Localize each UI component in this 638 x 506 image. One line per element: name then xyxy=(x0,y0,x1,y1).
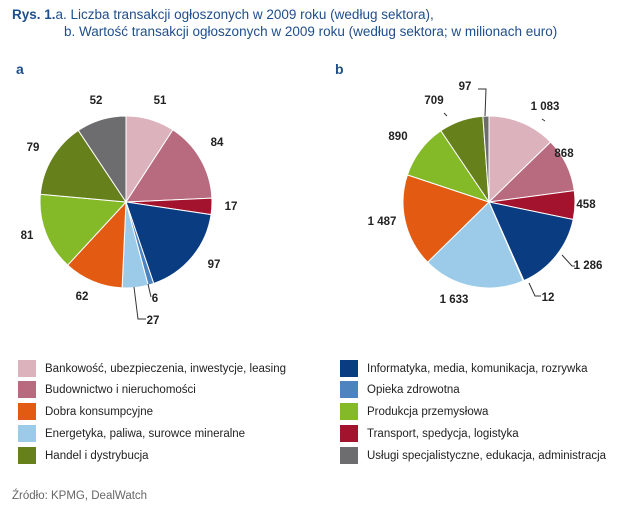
slice-value-label: 1 633 xyxy=(440,294,469,306)
figure-title: Rys. 1.a. Liczba transakcji ogłoszonych … xyxy=(12,6,557,40)
panel-label-a: a xyxy=(16,61,24,77)
legend-swatch xyxy=(340,381,358,398)
slice-value-label: 868 xyxy=(554,148,574,160)
legend-swatch xyxy=(340,403,358,420)
pie-slice xyxy=(39,193,128,266)
slice-value-label: 51 xyxy=(154,95,167,107)
leader-line xyxy=(528,282,541,297)
pie-slice xyxy=(426,201,524,289)
slice-value-label: 84 xyxy=(211,137,224,149)
legend-swatch xyxy=(340,447,358,464)
pie-slice xyxy=(39,129,127,203)
legend-label: Handel i dystrybucja xyxy=(45,449,149,462)
leader-line xyxy=(541,118,546,122)
legend-item: Produkcja przemysłowa xyxy=(340,403,488,420)
legend-swatch xyxy=(340,360,358,377)
slice-value-label: 1 487 xyxy=(368,216,397,228)
slice-value-label: 6 xyxy=(152,293,158,305)
pie-chart-b: 1 083 868 458 1 286 12 1 633 1 487 890 709 97 xyxy=(368,81,603,306)
slice-value-label: 97 xyxy=(208,259,221,271)
legend-item: Bankowość, ubezpieczenia, inwestycje, le… xyxy=(18,360,286,377)
legend-label: Usługi specjalistyczne, edukacja, admini… xyxy=(367,449,607,462)
slice-value-label: 81 xyxy=(21,230,34,242)
title-prefix: Rys. 1. xyxy=(12,7,56,22)
legend-swatch xyxy=(18,360,36,377)
legend-item: Handel i dystrybucja xyxy=(18,447,149,464)
pie-chart-a: 51 84 17 97 6 27 62 81 79 52 xyxy=(21,95,238,327)
pie-slice xyxy=(482,115,490,203)
slice-value-label: 458 xyxy=(576,199,596,211)
legend-swatch xyxy=(18,425,36,442)
leader-line xyxy=(147,283,152,298)
legend-item: Energetyka, paliwa, surowce mineralne xyxy=(18,425,245,442)
slice-value-label: 12 xyxy=(542,292,555,304)
legend-swatch xyxy=(18,403,36,420)
legend-item: Transport, spedycja, logistyka xyxy=(340,425,519,442)
pie-slice xyxy=(488,201,574,282)
legend-swatch xyxy=(340,425,358,442)
slice-value-label: 17 xyxy=(225,201,238,213)
slice-value-label: 1 286 xyxy=(574,260,603,272)
legend-item: Dobra konsumpcyjne xyxy=(18,403,153,420)
slice-value-label: 97 xyxy=(459,81,472,93)
legend-label: Transport, spedycja, logistyka xyxy=(367,427,519,440)
slice-value-label: 62 xyxy=(76,291,89,303)
pie-slice xyxy=(77,115,127,204)
slice-value-label: 1 083 xyxy=(531,101,560,113)
title-line-b: b. Wartość transakcji ogłoszonych w 2009… xyxy=(64,24,558,39)
slice-value-label: 52 xyxy=(90,95,103,107)
slice-value-label: 709 xyxy=(424,95,443,107)
slice-value-label: 27 xyxy=(147,315,160,327)
legend-label: Energetyka, paliwa, surowce mineralne xyxy=(45,427,246,440)
title-line-a: a. Liczba transakcji ogłoszonych w 2009 … xyxy=(55,7,434,22)
slice-value-label: 890 xyxy=(388,131,407,143)
pie-slice xyxy=(402,174,490,263)
source-note: Źródło: KPMG, DealWatch xyxy=(12,490,148,502)
legend-label: Dobra konsumpcyjne xyxy=(45,405,154,418)
legend-label: Opieka zdrowotna xyxy=(367,383,460,396)
pie-slice xyxy=(488,115,552,204)
legend-label: Bankowość, ubezpieczenia, inwestycje, le… xyxy=(45,362,286,375)
leader-line xyxy=(561,254,575,267)
legend-item: Budownictwo i nieruchomości xyxy=(18,381,196,398)
legend-label: Budownictwo i nieruchomości xyxy=(45,383,196,396)
legend-item: Usługi specjalistyczne, edukacja, admini… xyxy=(340,447,606,464)
leader-line xyxy=(133,286,146,320)
legend-label: Informatyka, media, komunikacja, rozrywk… xyxy=(367,362,588,375)
legend-item: Informatyka, media, komunikacja, rozrywk… xyxy=(340,360,588,377)
leader-line xyxy=(443,112,448,117)
leader-line xyxy=(478,88,487,117)
legend-swatch xyxy=(18,381,36,398)
panel-label-b: b xyxy=(335,61,344,77)
legend-label: Produkcja przemysłowa xyxy=(367,405,489,418)
pie-slice xyxy=(125,129,213,203)
slice-value-label: 79 xyxy=(27,142,40,154)
legend-swatch xyxy=(18,447,36,464)
legend-item: Opieka zdrowotna xyxy=(340,381,460,398)
